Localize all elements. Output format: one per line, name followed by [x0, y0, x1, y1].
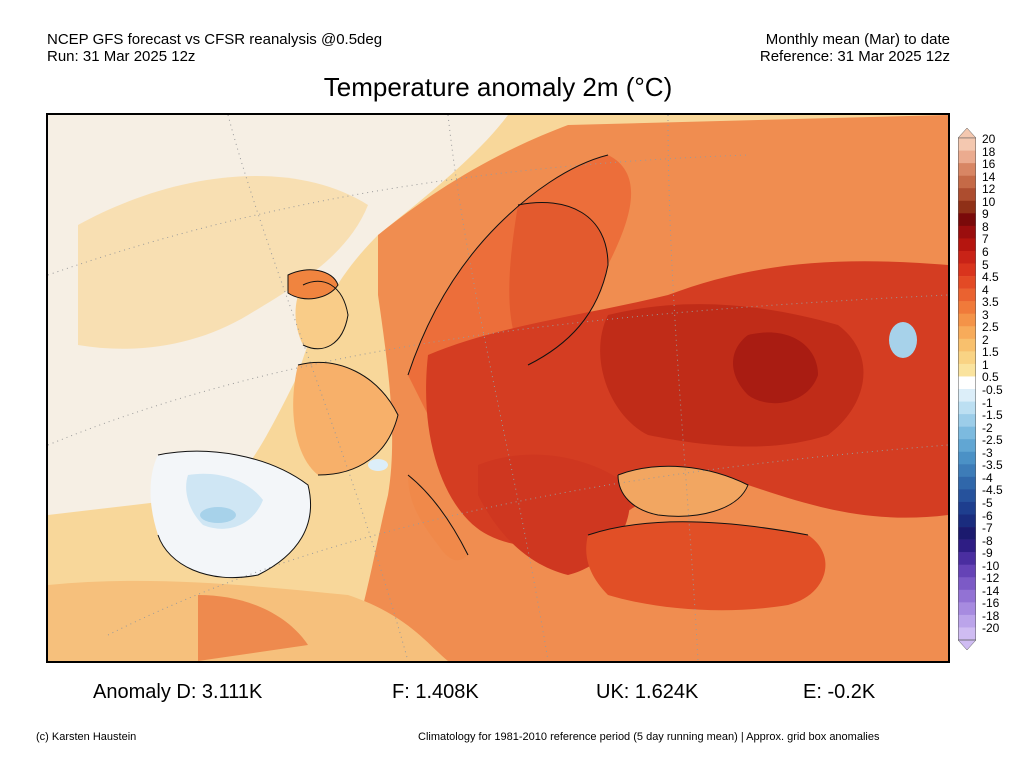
colorbar-swatch: [958, 326, 976, 340]
colorbar-swatch: [958, 451, 976, 465]
period-description: Monthly mean (Mar) to date: [765, 31, 950, 48]
colorbar-label: 3: [982, 307, 989, 322]
colorbar-swatch: [958, 602, 976, 616]
colorbar-swatch: [958, 250, 976, 264]
climatology-note: Climatology for 1981-2010 reference peri…: [418, 731, 880, 743]
colorbar: [958, 128, 976, 650]
colorbar-swatch: [958, 614, 976, 628]
colorbar-arrow-bottom: [958, 639, 976, 650]
colorbar-label: -2.5: [982, 433, 1003, 448]
colorbar-label: 0.5: [982, 370, 999, 385]
colorbar-swatch: [958, 501, 976, 515]
colorbar-swatch: [958, 338, 976, 352]
colorbar-swatch: [958, 213, 976, 227]
colorbar-swatch: [958, 514, 976, 528]
model-description: NCEP GFS forecast vs CFSR reanalysis @0.…: [47, 31, 383, 48]
colorbar-swatch: [958, 363, 976, 377]
colorbar-swatch: [958, 489, 976, 503]
colorbar-label: 4.5: [982, 270, 999, 285]
anomaly-domain-stat: Anomaly D: 3.111K: [93, 681, 263, 703]
colorbar-swatch: [958, 589, 976, 603]
colorbar-swatch: [958, 527, 976, 540]
colorbar-swatch: [958, 426, 976, 440]
colorbar-label: 7: [982, 232, 989, 247]
colorbar-label: 6: [982, 244, 989, 259]
colorbar-swatch: [958, 401, 976, 415]
colorbar-label: -3.5: [982, 458, 1003, 473]
anomaly-map-graphic: [48, 115, 948, 661]
colorbar-label: -2: [982, 420, 993, 435]
colorbar-label: -6: [982, 508, 993, 523]
colorbar-label: -20: [982, 621, 1000, 636]
colorbar-label: -9: [982, 546, 993, 561]
colorbar-label: 9: [982, 207, 989, 222]
anomaly-map: [46, 113, 950, 663]
france-stat: F: 1.408K: [392, 681, 479, 703]
colorbar-label: -0.5: [982, 383, 1003, 397]
colorbar-swatch: [958, 263, 976, 277]
colorbar-label: -7: [982, 521, 993, 536]
colorbar-label: -10: [982, 558, 1000, 573]
colorbar-label: -16: [982, 596, 1000, 611]
run-time: Run: 31 Mar 2025 12z: [47, 48, 196, 65]
colorbar-label: 2: [982, 332, 989, 347]
colorbar-label: 14: [982, 169, 996, 184]
colorbar-label: 10: [982, 194, 996, 209]
colorbar-label: -1: [982, 395, 993, 410]
colorbar-swatch: [958, 376, 976, 390]
colorbar-label: 3.5: [982, 295, 999, 310]
colorbar-arrow-top: [958, 128, 976, 139]
colorbar-label: 2.5: [982, 320, 999, 335]
colorbar-swatch: [958, 627, 976, 641]
colorbar-label: 8: [982, 219, 989, 234]
colorbar-swatch: [958, 150, 976, 164]
colorbar-swatch: [958, 301, 976, 314]
colorbar-label: 12: [982, 182, 996, 197]
colorbar-swatch: [958, 288, 976, 302]
colorbar-swatch: [958, 539, 976, 553]
europe-stat: E: -0.2K: [803, 681, 876, 703]
colorbar-label: 4: [982, 282, 989, 297]
credit: (c) Karsten Haustein: [36, 731, 137, 743]
colorbar-swatch: [958, 163, 976, 176]
colorbar-label: -12: [982, 571, 1000, 586]
colorbar-swatch: [958, 564, 976, 578]
colorbar-swatch: [958, 351, 976, 365]
colorbar-swatch: [958, 389, 976, 402]
colorbar-swatch: [958, 138, 976, 151]
reference-time: Reference: 31 Mar 2025 12z: [759, 48, 950, 65]
colorbar-label: 18: [982, 144, 996, 159]
colorbar-swatch: [958, 464, 976, 478]
colorbar-label: -1.5: [982, 408, 1003, 423]
colorbar-label: -14: [982, 583, 1000, 598]
colorbar-label: -3: [982, 445, 993, 460]
colorbar-label: 16: [982, 157, 996, 172]
colorbar-swatch: [958, 552, 976, 565]
colorbar-swatch: [958, 238, 976, 252]
colorbar-label: 5: [982, 257, 989, 272]
colorbar-label: 1.5: [982, 345, 999, 360]
colorbar-swatch: [958, 313, 976, 327]
colorbar-label: -8: [982, 533, 993, 548]
colorbar-swatch: [958, 200, 976, 214]
uk-stat: UK: 1.624K: [596, 681, 699, 703]
colorbar-label: 20: [982, 132, 996, 146]
colorbar-swatch: [958, 225, 976, 239]
colorbar-label: -18: [982, 608, 1000, 623]
colorbar-label: -4.5: [982, 483, 1003, 498]
colorbar-label: -4: [982, 470, 993, 485]
colorbar-swatch: [958, 188, 976, 202]
colorbar-label: 1: [982, 357, 989, 372]
colorbar-swatch: [958, 577, 976, 591]
colorbar-swatch: [958, 276, 976, 289]
colorbar-swatch: [958, 476, 976, 490]
map-title: Temperature anomaly 2m (°C): [323, 72, 673, 102]
colorbar-swatch: [958, 439, 976, 453]
colorbar-swatch: [958, 414, 976, 427]
colorbar-label: -5: [982, 495, 993, 510]
colorbar-swatch: [958, 175, 976, 189]
